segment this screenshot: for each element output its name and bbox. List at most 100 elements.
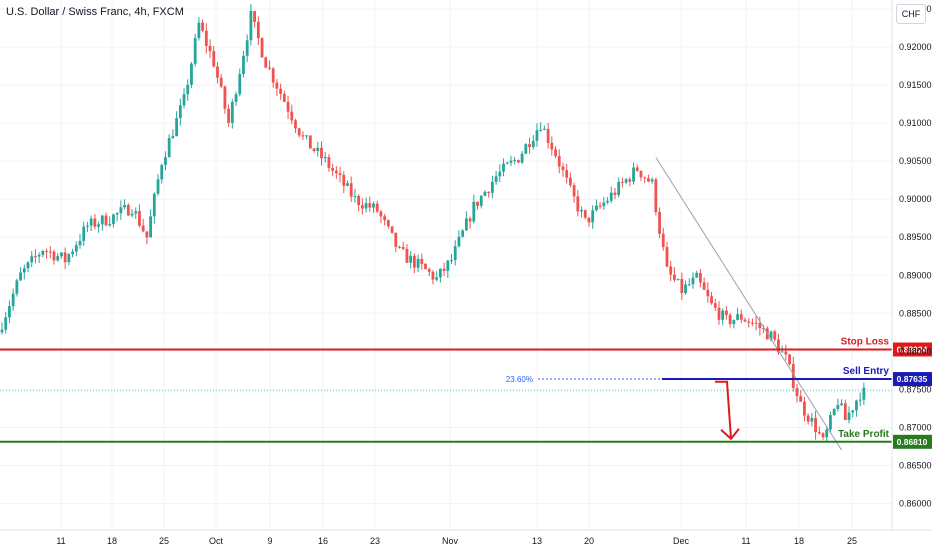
candle-body <box>498 171 502 177</box>
candle-body <box>494 176 498 182</box>
candle-body <box>442 268 446 271</box>
candle-body <box>342 174 346 186</box>
candle-body <box>851 410 855 413</box>
candle-body <box>843 403 847 421</box>
candle-body <box>286 101 290 112</box>
candle-body <box>390 226 394 233</box>
candle-body <box>56 256 60 261</box>
x-tick-label: 18 <box>794 536 804 546</box>
candle-body <box>372 203 375 208</box>
candle-body <box>621 181 624 183</box>
candle-body <box>89 218 93 226</box>
candle-body <box>758 323 762 329</box>
candle-body <box>4 317 8 330</box>
candle-body <box>234 94 238 102</box>
candle-body <box>398 246 401 248</box>
candle-body <box>502 163 505 172</box>
y-tick-label: 0.86000 <box>899 498 932 508</box>
candle-body <box>777 339 780 353</box>
candle-body <box>762 328 765 330</box>
y-tick-label: 0.89500 <box>899 232 932 242</box>
fib-label: 23.60% <box>506 375 533 384</box>
candle-body <box>353 195 357 197</box>
candle-body <box>490 181 494 193</box>
candle-body <box>34 256 37 258</box>
y-tick-label: 0.88500 <box>899 308 932 318</box>
currency-button[interactable]: CHF <box>896 4 926 24</box>
candle-body <box>253 11 257 22</box>
y-tick-label: 0.89000 <box>899 270 932 280</box>
price-axis[interactable]: 0.925000.920000.915000.910000.905000.900… <box>899 4 932 508</box>
candle-body <box>635 167 639 171</box>
candle-body <box>268 67 271 69</box>
candle-body <box>201 22 205 31</box>
candle-body <box>379 211 383 217</box>
candle-body <box>126 205 130 216</box>
candle-body <box>550 142 554 150</box>
candle-body <box>817 432 821 434</box>
candle-body <box>208 45 212 52</box>
candle-body <box>190 63 193 85</box>
chart-grid <box>0 0 892 530</box>
y-tick-label: 0.90000 <box>899 194 932 204</box>
sell-arrow-head <box>720 428 740 441</box>
candle-body <box>513 159 517 161</box>
candle-body <box>747 321 751 323</box>
level-label: Sell Entry <box>843 366 890 377</box>
candle-body <box>531 140 535 148</box>
candle-body <box>825 429 829 438</box>
candle-body <box>320 147 323 159</box>
candle-body <box>197 22 201 39</box>
y-tick-label: 0.87500 <box>899 384 932 394</box>
candle-body <box>297 128 301 136</box>
candle-body <box>100 215 104 225</box>
candle-body <box>725 310 728 315</box>
candle-body <box>680 278 684 294</box>
y-tick-label: 0.91000 <box>899 118 932 128</box>
candle-body <box>427 269 431 272</box>
level-price-tag <box>893 434 932 449</box>
candle-body <box>702 282 706 290</box>
candle-body <box>160 164 164 180</box>
candle-body <box>294 120 297 129</box>
candle-body <box>832 408 836 416</box>
candle-body <box>357 195 361 206</box>
candle-body <box>178 105 182 119</box>
candle-body <box>401 247 405 249</box>
candle-body <box>375 203 379 212</box>
candle-body <box>171 136 175 138</box>
candle-body <box>509 160 513 163</box>
candle-body <box>810 417 814 422</box>
candle-body <box>706 289 710 297</box>
candle-body <box>464 218 468 231</box>
candle-body <box>591 210 595 223</box>
x-tick-label: Nov <box>442 536 459 546</box>
candle-body <box>67 254 71 263</box>
candle-body <box>242 55 245 75</box>
chart-title: U.S. Dollar / Swiss Franc, 4h, FXCM <box>6 6 184 18</box>
candle-body <box>699 272 702 283</box>
candle-body <box>130 213 134 216</box>
candle-body <box>219 77 223 87</box>
candle-body <box>193 38 197 64</box>
candle-body <box>82 226 86 241</box>
candle-body <box>19 272 22 281</box>
candle-body <box>483 191 487 196</box>
candle-body <box>30 256 34 263</box>
candle-body <box>182 94 186 106</box>
candle-body <box>334 170 338 174</box>
candle-body <box>587 217 591 223</box>
candle-body <box>528 144 531 148</box>
candle-body <box>238 74 242 95</box>
y-tick-label: 0.92000 <box>899 42 932 52</box>
candle-body <box>346 183 349 186</box>
candle-body <box>338 173 342 175</box>
candle-body <box>461 230 465 237</box>
candle-body <box>22 268 26 273</box>
time-axis[interactable]: 11 18 25 Oct 9 16 23 Nov 13 20 Dec 11 18 25 <box>56 536 857 546</box>
candle-body <box>52 251 56 261</box>
candle-body <box>323 157 327 159</box>
candle-body <box>386 220 390 227</box>
trendline[interactable] <box>655 157 843 451</box>
